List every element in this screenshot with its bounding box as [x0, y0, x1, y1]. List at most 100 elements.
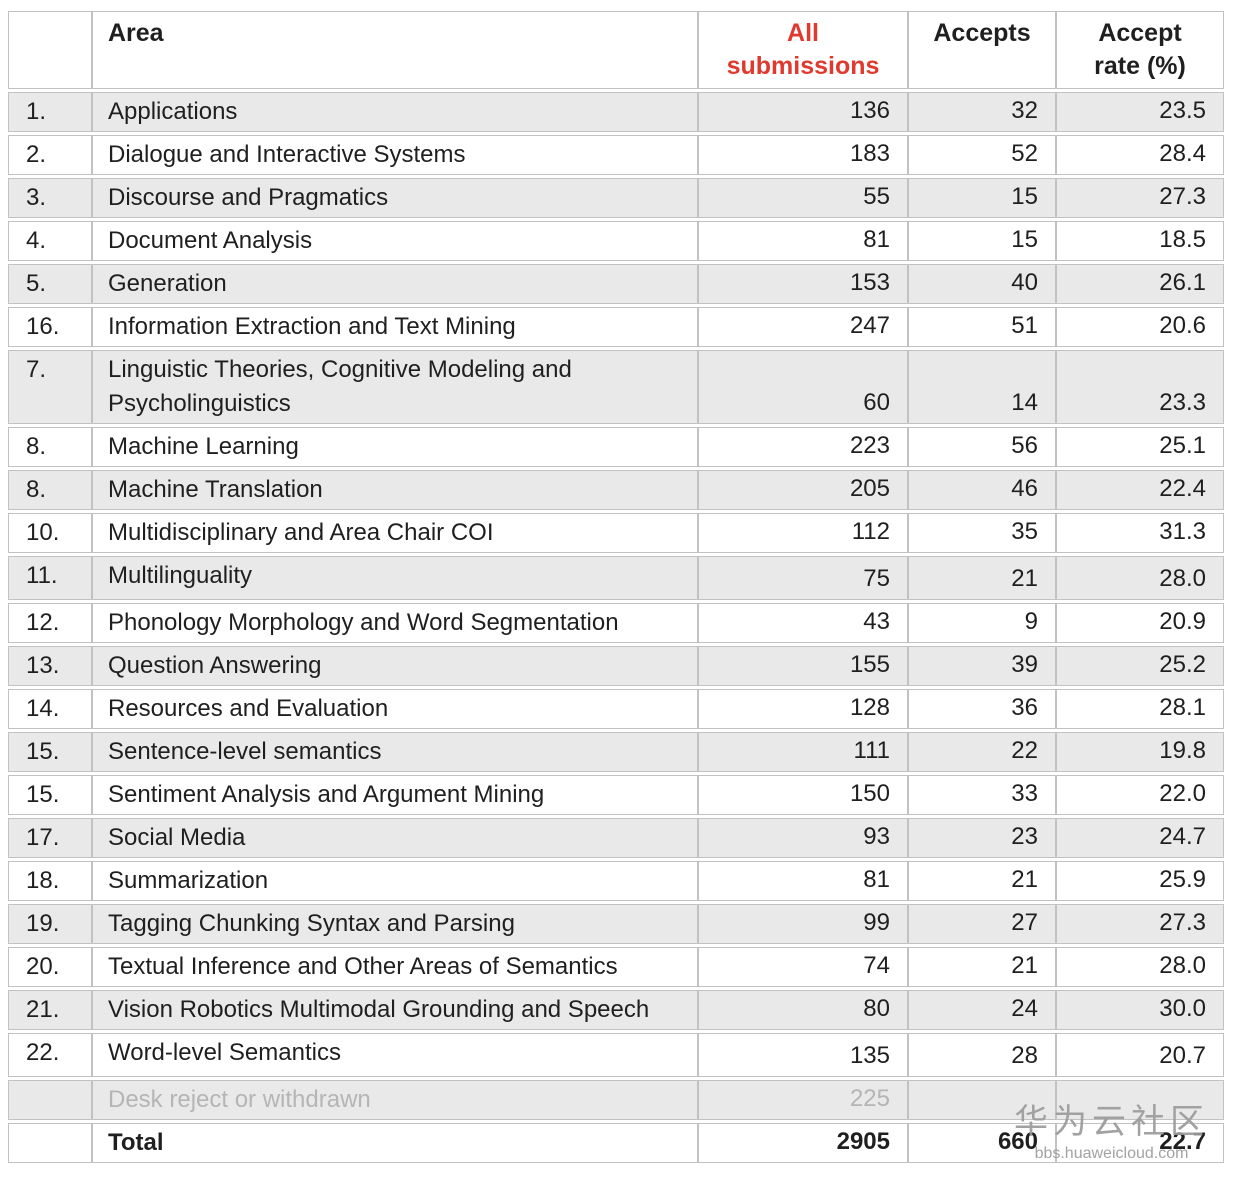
- row-number-cell: [8, 1080, 92, 1120]
- area-name-cell: Textual Inference and Other Areas of Sem…: [92, 947, 698, 987]
- accept-rate-cell: 25.2: [1056, 646, 1224, 686]
- all-submissions-cell: 74: [698, 947, 908, 987]
- accept-rate-cell: 24.7: [1056, 818, 1224, 858]
- accept-rate-cell: 25.1: [1056, 427, 1224, 467]
- all-submissions-cell: 43: [698, 603, 908, 643]
- accept-rate-cell: 19.8: [1056, 732, 1224, 772]
- area-name-cell: Summarization: [92, 861, 698, 901]
- accepts-cell: 36: [908, 689, 1056, 729]
- header-row: Area All submissions Accepts Accept rate…: [8, 11, 1224, 89]
- accepts-cell: 21: [908, 947, 1056, 987]
- accepts-cell: 27: [908, 904, 1056, 944]
- table-row: 10. Multidisciplinary and Area Chair COI 1…: [8, 513, 1224, 553]
- total-row: Total 2905 660 22.7: [8, 1123, 1224, 1163]
- all-submissions-cell: 80: [698, 990, 908, 1030]
- area-name-cell: Phonology Morphology and Word Segmentati…: [92, 603, 698, 643]
- area-name-cell: Discourse and Pragmatics: [92, 178, 698, 218]
- area-name-cell: Resources and Evaluation: [92, 689, 698, 729]
- row-number-cell: 10.: [8, 513, 92, 553]
- area-name-cell: Total: [92, 1123, 698, 1163]
- accept-rate-cell: 27.3: [1056, 178, 1224, 218]
- accept-rate-cell: 18.5: [1056, 221, 1224, 261]
- accept-rate-cell: 25.9: [1056, 861, 1224, 901]
- area-name-cell: Multilinguality: [92, 556, 698, 600]
- area-name-cell: Social Media: [92, 818, 698, 858]
- area-name-cell: Vision Robotics Multimodal Grounding and…: [92, 990, 698, 1030]
- header-accepts: Accepts: [908, 11, 1056, 89]
- all-submissions-cell: 223: [698, 427, 908, 467]
- all-submissions-cell: 128: [698, 689, 908, 729]
- table-row: 19. Tagging Chunking Syntax and Parsing 99…: [8, 904, 1224, 944]
- table-row: 11. Multilinguality 75 21 28.0: [8, 556, 1224, 600]
- area-name-cell: Machine Learning: [92, 427, 698, 467]
- accepts-cell: 9: [908, 603, 1056, 643]
- desk-reject-row: Desk reject or withdrawn 225: [8, 1080, 1224, 1120]
- area-name-cell: Question Answering: [92, 646, 698, 686]
- accepts-cell: 21: [908, 861, 1056, 901]
- accepts-cell: 40: [908, 264, 1056, 304]
- all-submissions-cell: 81: [698, 861, 908, 901]
- accepts-cell: 51: [908, 307, 1056, 347]
- table-row: 17. Social Media 93 23 24.7: [8, 818, 1224, 858]
- area-name-cell: Word-level Semantics: [92, 1033, 698, 1077]
- accept-rate-cell: 22.7: [1056, 1123, 1224, 1163]
- all-submissions-cell: 183: [698, 135, 908, 175]
- accepts-cell: 660: [908, 1123, 1056, 1163]
- table-row: 15. Sentiment Analysis and Argument Minin…: [8, 775, 1224, 815]
- area-name-cell: Document Analysis: [92, 221, 698, 261]
- row-number-cell: 22.: [8, 1033, 92, 1077]
- all-submissions-cell: 136: [698, 92, 908, 132]
- accepts-cell: 24: [908, 990, 1056, 1030]
- row-number-cell: 2.: [8, 135, 92, 175]
- area-name-cell: Machine Translation: [92, 470, 698, 510]
- header-all-submissions: All submissions: [698, 11, 908, 89]
- table-row: 8. Machine Translation 205 46 22.4: [8, 470, 1224, 510]
- row-number-cell: 4.: [8, 221, 92, 261]
- area-name-cell: Sentiment Analysis and Argument Mining: [92, 775, 698, 815]
- row-number-cell: 17.: [8, 818, 92, 858]
- accepts-cell: 52: [908, 135, 1056, 175]
- row-number-cell: 8.: [8, 470, 92, 510]
- accept-rate-cell: 28.1: [1056, 689, 1224, 729]
- header-blank-cell: [8, 11, 92, 89]
- all-submissions-cell: 55: [698, 178, 908, 218]
- row-number-cell: [8, 1123, 92, 1163]
- all-submissions-cell: 75: [698, 556, 908, 600]
- row-number-cell: 15.: [8, 732, 92, 772]
- accepts-cell: 22: [908, 732, 1056, 772]
- all-submissions-cell: 99: [698, 904, 908, 944]
- accepts-cell: 21: [908, 556, 1056, 600]
- all-submissions-cell: 135: [698, 1033, 908, 1077]
- table-row: 20. Textual Inference and Other Areas of …: [8, 947, 1224, 987]
- accepts-cell: 28: [908, 1033, 1056, 1077]
- all-submissions-cell: 247: [698, 307, 908, 347]
- header-accept-rate: Accept rate (%): [1056, 11, 1224, 89]
- table-row: 21. Vision Robotics Multimodal Grounding …: [8, 990, 1224, 1030]
- accept-rate-cell: 23.3: [1056, 350, 1224, 424]
- table-row: 3. Discourse and Pragmatics 55 15 27.3: [8, 178, 1224, 218]
- row-number-cell: 1.: [8, 92, 92, 132]
- accept-rate-cell: 20.7: [1056, 1033, 1224, 1077]
- table-row: 13. Question Answering 155 39 25.2: [8, 646, 1224, 686]
- all-submissions-cell: 111: [698, 732, 908, 772]
- row-number-cell: 21.: [8, 990, 92, 1030]
- table-row: 1. Applications 136 32 23.5: [8, 92, 1224, 132]
- row-number-cell: 7.: [8, 350, 92, 424]
- area-name-cell: Tagging Chunking Syntax and Parsing: [92, 904, 698, 944]
- accepts-cell: 14: [908, 350, 1056, 424]
- row-number-cell: 14.: [8, 689, 92, 729]
- accept-rate-cell: 30.0: [1056, 990, 1224, 1030]
- accepts-cell: 23: [908, 818, 1056, 858]
- table-row: 2. Dialogue and Interactive Systems 183 52 2…: [8, 135, 1224, 175]
- accepts-cell: 35: [908, 513, 1056, 553]
- accept-rate-cell: 31.3: [1056, 513, 1224, 553]
- accept-rate-cell: 28.0: [1056, 947, 1224, 987]
- row-number-cell: 3.: [8, 178, 92, 218]
- all-submissions-cell: 2905: [698, 1123, 908, 1163]
- table-row: 8. Machine Learning 223 56 25.1: [8, 427, 1224, 467]
- row-number-cell: 16.: [8, 307, 92, 347]
- all-submissions-cell: 153: [698, 264, 908, 304]
- accept-rate-cell: 20.9: [1056, 603, 1224, 643]
- accepts-cell: 39: [908, 646, 1056, 686]
